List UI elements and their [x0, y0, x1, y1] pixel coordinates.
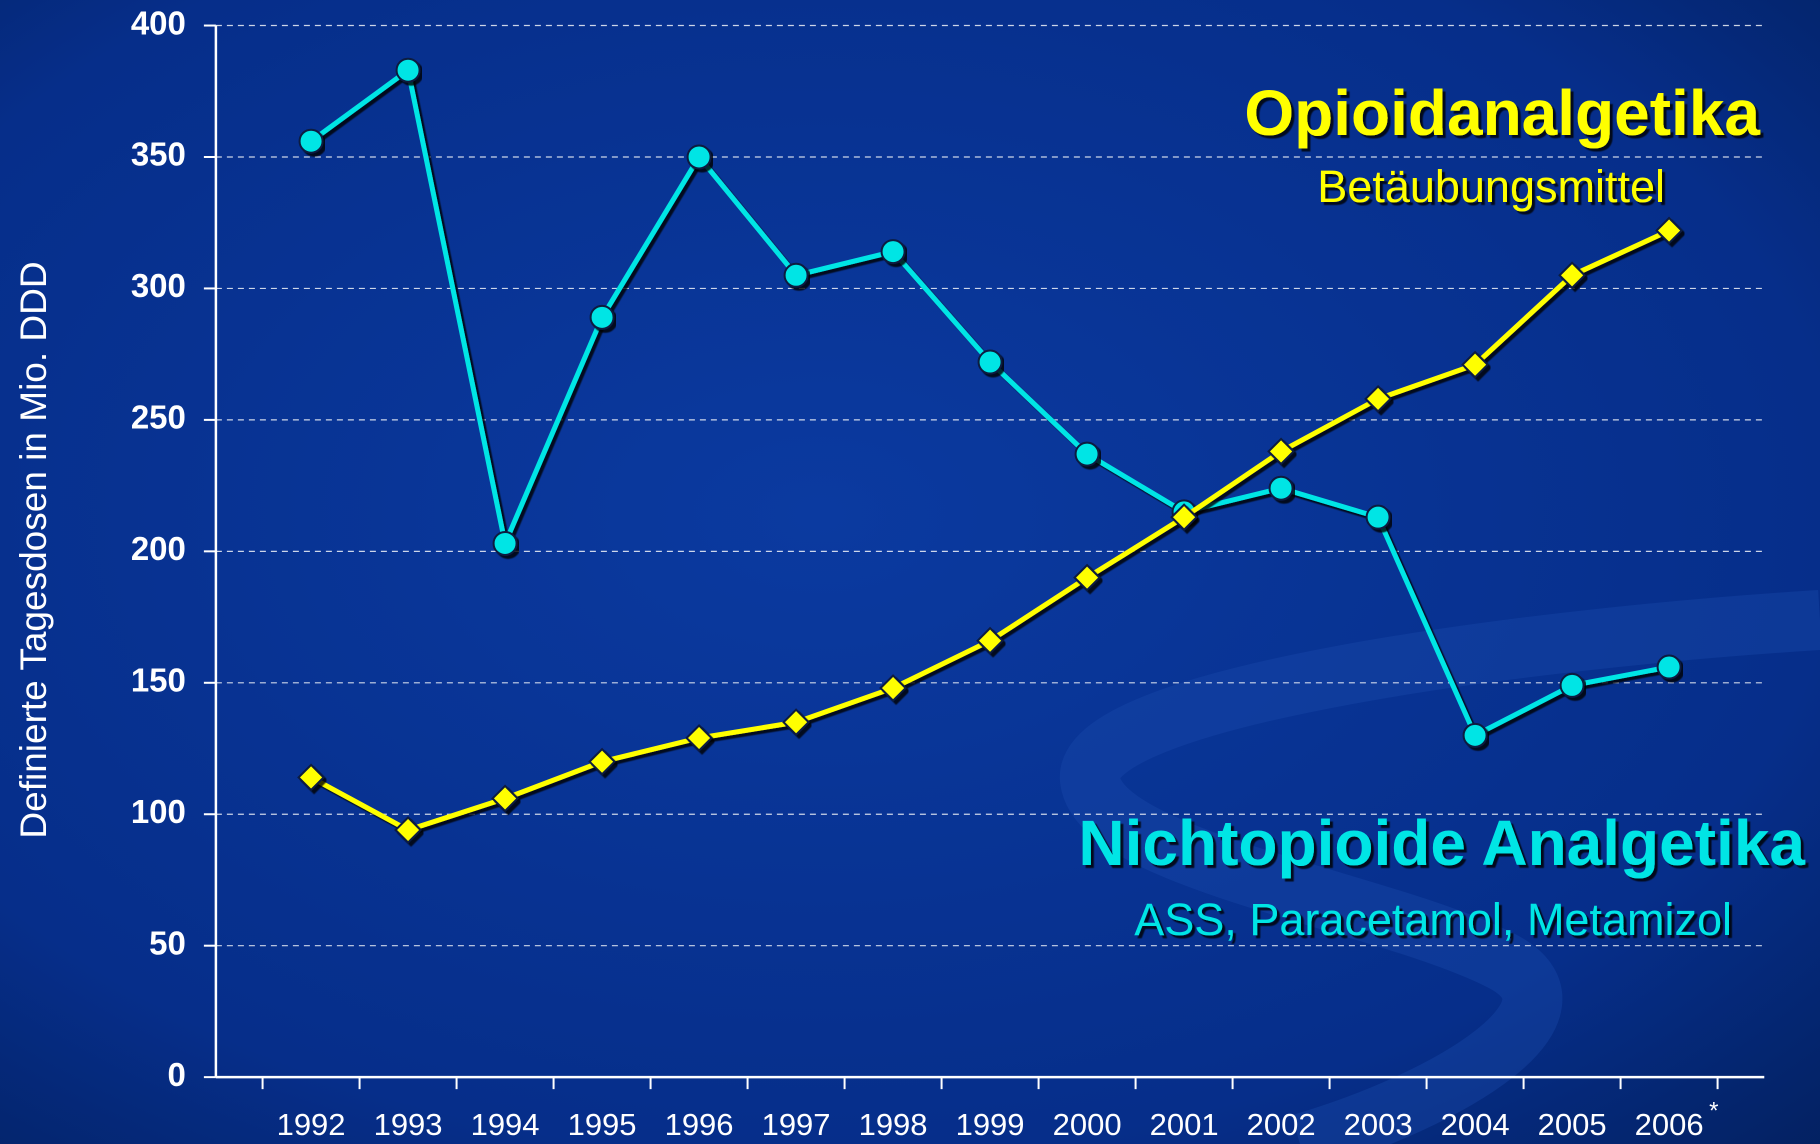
x-tick-label: 1993: [374, 1107, 443, 1142]
x-tick-label: 2003: [1344, 1107, 1413, 1142]
x-tick-label: 2004: [1441, 1107, 1510, 1142]
point: [1656, 654, 1682, 680]
y-tick-label: 200: [131, 530, 186, 567]
x-tick-label: 1994: [471, 1107, 540, 1142]
x-tick-label: 2001: [1150, 1107, 1219, 1142]
point: [880, 239, 906, 265]
point: [1170, 503, 1198, 532]
point: [976, 626, 1004, 655]
point: [783, 262, 809, 288]
point: [1365, 504, 1391, 530]
y-tick-label: 250: [131, 399, 186, 436]
y-tick-label: 400: [131, 4, 186, 41]
x-tick-label: 1995: [568, 1107, 637, 1142]
y-tick-label: 50: [149, 924, 186, 961]
x-tick-label: 2000: [1053, 1107, 1122, 1142]
x-tick-label: 1992: [277, 1107, 346, 1142]
y-axis-label: Definierte Tagesdosen in Mio. DDD: [13, 261, 54, 838]
x-tick-label: 1998: [859, 1107, 928, 1142]
point: [1655, 216, 1683, 245]
point: [395, 57, 421, 83]
point: [1364, 384, 1392, 413]
x-tick-label: 2005: [1538, 1107, 1607, 1142]
point: [977, 349, 1003, 375]
point: [1559, 672, 1585, 698]
x-tick-label: 1997: [762, 1107, 831, 1142]
y-tick-label: 350: [131, 136, 186, 173]
point: [492, 530, 518, 556]
point: [491, 784, 519, 813]
point: [297, 763, 325, 792]
note: *: [1709, 1097, 1718, 1124]
point: [1558, 261, 1586, 290]
y-tick-label: 100: [131, 793, 186, 830]
x-tick-label: 2006: [1635, 1107, 1704, 1142]
point: [588, 747, 616, 776]
x-tick-label: 2002: [1247, 1107, 1316, 1142]
point: [1461, 350, 1489, 379]
series-name: Nichtopioide Analgetika: [1078, 807, 1805, 879]
y-tick-label: 150: [131, 662, 186, 699]
point: [394, 816, 422, 844]
point: [782, 708, 810, 737]
x-tick-label: 1999: [956, 1107, 1025, 1142]
series-description: Betäubungsmittel: [1317, 161, 1665, 212]
point: [1074, 441, 1100, 467]
point: [1268, 475, 1294, 501]
y-tick-label: 0: [168, 1056, 186, 1093]
x-tick-label: 1996: [665, 1107, 734, 1142]
point: [685, 724, 713, 752]
series-name: Opioidanalgetika: [1244, 77, 1760, 149]
point: [589, 304, 615, 330]
point: [298, 128, 324, 154]
point: [1462, 722, 1488, 748]
point: [686, 144, 712, 170]
point: [1267, 437, 1295, 466]
swoosh: [1060, 590, 1820, 1144]
y-tick-label: 300: [131, 267, 186, 304]
point: [879, 674, 907, 702]
series-description: ASS, Paracetamol, Metamizol: [1134, 894, 1732, 945]
point: [1073, 563, 1101, 592]
